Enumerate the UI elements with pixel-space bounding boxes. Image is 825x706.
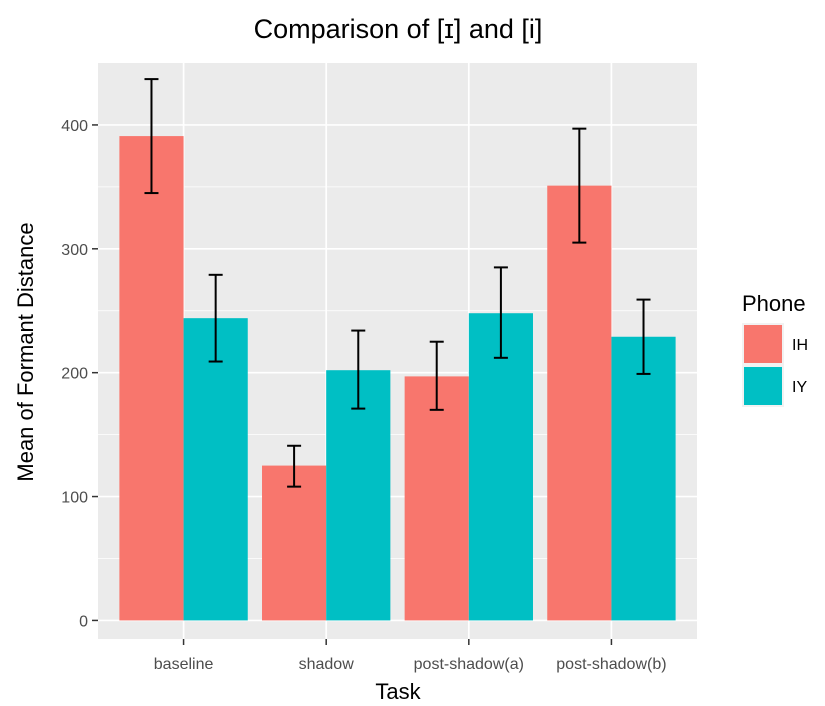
bar-ih [262, 465, 327, 621]
y-tick-label: 300 [61, 242, 88, 259]
legend: Phone IH IY [742, 291, 808, 407]
chart-title: Comparison of [ɪ] and [i] [254, 14, 543, 44]
bar-iy [183, 318, 248, 621]
bar-ih [404, 376, 469, 621]
bar-iy [611, 336, 676, 621]
bar-iy [468, 313, 533, 621]
legend-swatch-ih [744, 325, 782, 363]
y-tick-label: 200 [61, 366, 88, 383]
bar-ih [547, 185, 612, 621]
error-bars-group [144, 78, 651, 488]
y-tick-label: 0 [79, 613, 88, 630]
x-tick-label: post-shadow(a) [414, 656, 524, 673]
y-axis-title: Mean of Formant Distance [13, 222, 38, 481]
bar-iy [326, 370, 391, 621]
x-axis-title: Task [375, 679, 421, 704]
x-tick-label: baseline [154, 656, 214, 673]
x-tick-label: shadow [299, 656, 355, 673]
bar-ih [119, 136, 184, 621]
y-axis: 0 100 200 300 400 [61, 118, 98, 630]
x-axis: baseline shadow post-shadow(a) post-shadow(… [154, 639, 667, 673]
x-tick-label: post-shadow(b) [556, 656, 666, 673]
legend-label-ih: IH [792, 337, 808, 354]
legend-swatch-iy [744, 367, 782, 405]
legend-title: Phone [742, 291, 806, 316]
y-tick-label: 400 [61, 118, 88, 135]
y-tick-label: 100 [61, 490, 88, 507]
bars-group [119, 136, 676, 621]
legend-label-iy: IY [792, 379, 807, 396]
